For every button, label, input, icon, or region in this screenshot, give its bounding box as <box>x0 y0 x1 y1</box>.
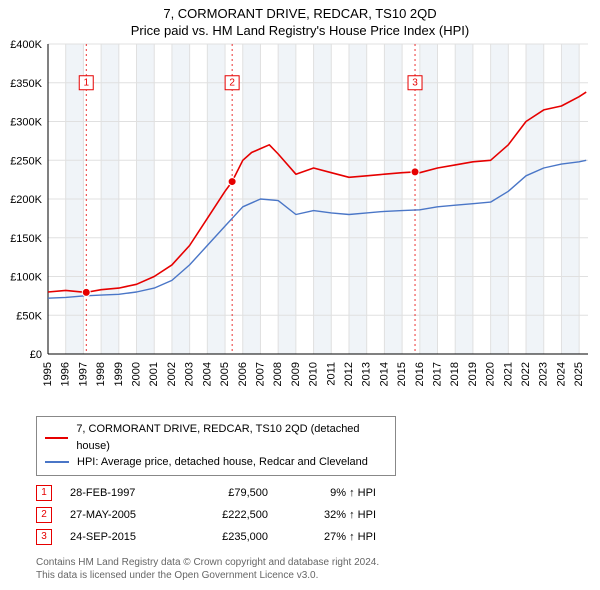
svg-text:1999: 1999 <box>113 362 125 386</box>
svg-text:2020: 2020 <box>485 362 497 386</box>
svg-text:1996: 1996 <box>60 362 72 386</box>
svg-text:2004: 2004 <box>201 362 213 386</box>
sale-row: 3 24-SEP-2015 £235,000 27% ↑ HPI <box>36 526 588 548</box>
svg-text:2024: 2024 <box>555 362 567 386</box>
sale-marker-badge: 1 <box>36 485 52 501</box>
svg-text:1995: 1995 <box>42 362 54 386</box>
svg-text:2008: 2008 <box>272 362 284 386</box>
sale-date: 24-SEP-2015 <box>70 531 170 543</box>
svg-text:2000: 2000 <box>131 362 143 386</box>
svg-text:£350K: £350K <box>10 78 42 90</box>
svg-text:2012: 2012 <box>343 362 355 386</box>
sales-table: 1 28-FEB-1997 £79,500 9% ↑ HPI 2 27-MAY-2005 £… <box>36 482 588 548</box>
figure: 7, CORMORANT DRIVE, REDCAR, TS10 2QD Pri… <box>0 0 600 590</box>
svg-text:2023: 2023 <box>538 362 550 386</box>
svg-text:2022: 2022 <box>520 362 532 386</box>
svg-text:2016: 2016 <box>414 362 426 386</box>
svg-text:2003: 2003 <box>184 362 196 386</box>
sale-marker-badge: 2 <box>36 507 52 523</box>
svg-text:1: 1 <box>83 77 89 88</box>
svg-text:2017: 2017 <box>432 362 444 386</box>
svg-text:2010: 2010 <box>308 362 320 386</box>
sale-price: £79,500 <box>188 487 268 499</box>
legend-label: 7, CORMORANT DRIVE, REDCAR, TS10 2QD (de… <box>76 421 387 454</box>
footer: Contains HM Land Registry data © Crown c… <box>36 556 556 583</box>
legend-swatch <box>45 461 69 463</box>
sale-pct-vs-hpi: 9% ↑ HPI <box>286 487 376 499</box>
svg-text:2007: 2007 <box>254 362 266 386</box>
svg-text:1998: 1998 <box>95 362 107 386</box>
svg-text:2019: 2019 <box>467 362 479 386</box>
legend-item: HPI: Average price, detached house, Redc… <box>45 454 387 471</box>
footer-line-1: Contains HM Land Registry data © Crown c… <box>36 556 556 570</box>
svg-text:2015: 2015 <box>396 362 408 386</box>
legend-swatch <box>45 437 68 439</box>
svg-text:2006: 2006 <box>237 362 249 386</box>
chart-svg: £0 £50K £100K £150K £200K £250K £300K £350K £400… <box>0 38 600 408</box>
svg-text:2018: 2018 <box>449 362 461 386</box>
svg-text:£100K: £100K <box>10 272 42 284</box>
svg-text:2009: 2009 <box>290 362 302 386</box>
svg-text:£400K: £400K <box>10 39 42 51</box>
sale-date: 27-MAY-2005 <box>70 509 170 521</box>
title-sub: Price paid vs. HM Land Registry's House … <box>0 23 600 38</box>
svg-text:£150K: £150K <box>10 233 42 245</box>
sale-row: 1 28-FEB-1997 £79,500 9% ↑ HPI <box>36 482 588 504</box>
svg-text:2: 2 <box>229 77 235 88</box>
svg-text:2021: 2021 <box>502 362 514 386</box>
svg-text:2002: 2002 <box>166 362 178 386</box>
chart-area: £0 £50K £100K £150K £200K £250K £300K £350K £400… <box>0 38 600 408</box>
svg-text:£0: £0 <box>30 349 42 361</box>
sale-marker-badge: 3 <box>36 529 52 545</box>
svg-text:£50K: £50K <box>16 310 42 322</box>
svg-text:2013: 2013 <box>361 362 373 386</box>
svg-text:3: 3 <box>412 77 418 88</box>
svg-text:2005: 2005 <box>219 362 231 386</box>
sale-pct-vs-hpi: 27% ↑ HPI <box>286 531 376 543</box>
legend: 7, CORMORANT DRIVE, REDCAR, TS10 2QD (de… <box>36 416 396 476</box>
sale-date: 28-FEB-1997 <box>70 487 170 499</box>
sale-pct-vs-hpi: 32% ↑ HPI <box>286 509 376 521</box>
sale-price: £222,500 <box>188 509 268 521</box>
svg-text:2011: 2011 <box>325 362 337 386</box>
sale-price: £235,000 <box>188 531 268 543</box>
svg-text:2001: 2001 <box>148 362 160 386</box>
legend-item: 7, CORMORANT DRIVE, REDCAR, TS10 2QD (de… <box>45 421 387 454</box>
footer-line-2: This data is licensed under the Open Gov… <box>36 569 556 583</box>
svg-text:£250K: £250K <box>10 155 42 167</box>
legend-label: HPI: Average price, detached house, Redc… <box>77 454 368 471</box>
svg-text:2025: 2025 <box>573 362 585 386</box>
svg-text:£300K: £300K <box>10 117 42 129</box>
svg-text:1997: 1997 <box>77 362 89 386</box>
sale-row: 2 27-MAY-2005 £222,500 32% ↑ HPI <box>36 504 588 526</box>
title-main: 7, CORMORANT DRIVE, REDCAR, TS10 2QD <box>0 6 600 21</box>
svg-text:2014: 2014 <box>378 362 390 386</box>
svg-text:£200K: £200K <box>10 194 42 206</box>
title-block: 7, CORMORANT DRIVE, REDCAR, TS10 2QD Pri… <box>0 0 600 38</box>
